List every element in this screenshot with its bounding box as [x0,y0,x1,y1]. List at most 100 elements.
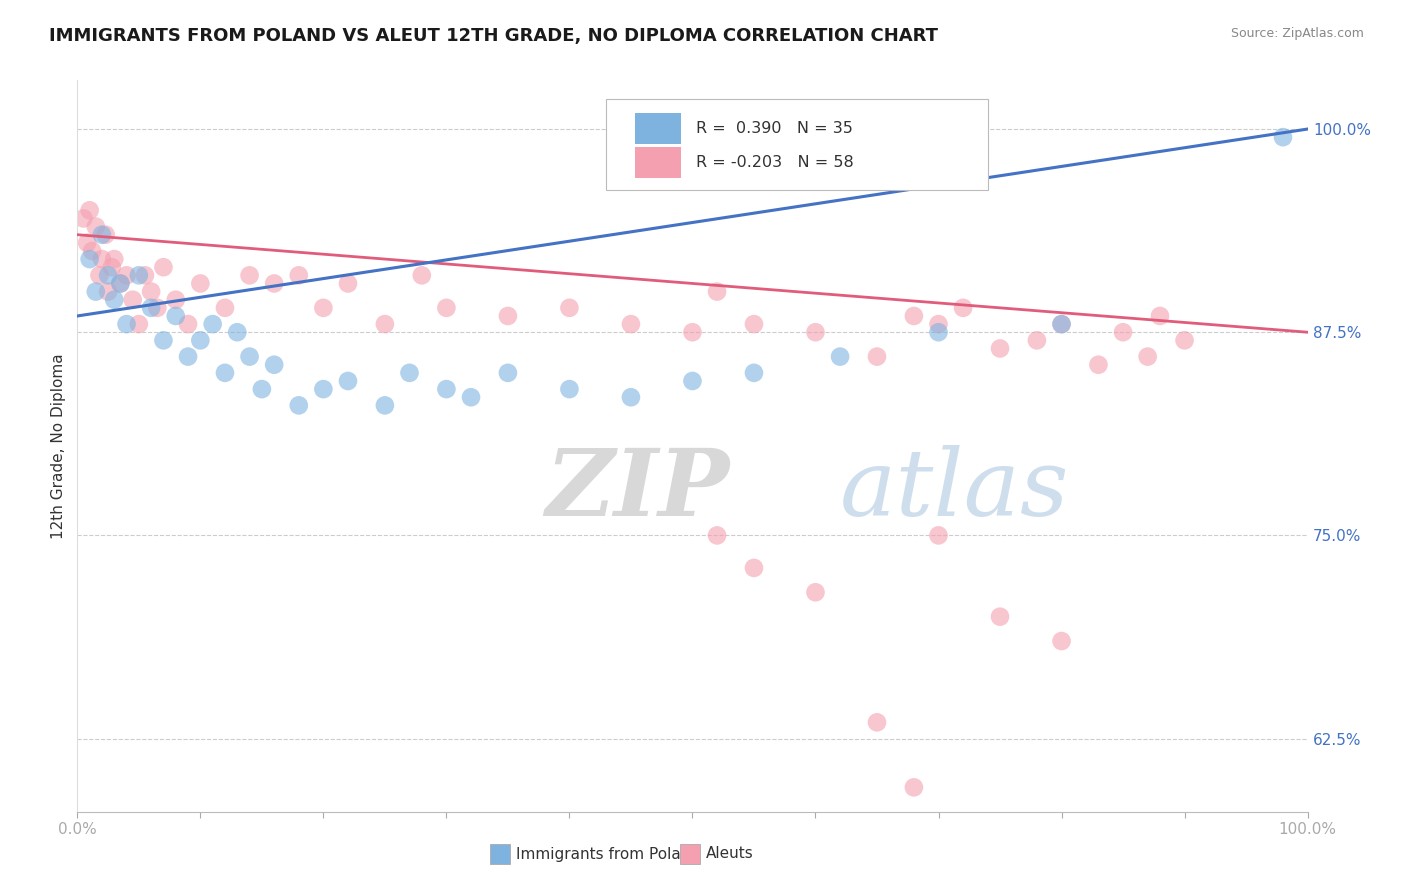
Bar [681,844,700,864]
Point [146,301,169,315]
Point [928,528,950,542]
Point [952,301,974,315]
Point [903,780,925,795]
Point [90,227,114,242]
Point [398,366,420,380]
Point [165,309,187,323]
Point [152,260,174,275]
Point [76,235,98,250]
Point [84,219,107,234]
Point [742,561,765,575]
Point [436,382,458,396]
Point [110,277,132,291]
Point [742,366,765,380]
Text: ZIP: ZIP [546,445,730,535]
Point [988,609,1011,624]
Point [558,301,581,315]
Point [79,203,101,218]
Point [141,285,163,299]
Point [742,317,765,331]
Point [903,309,925,323]
Point [115,268,138,283]
Point [706,285,728,299]
Point [128,268,150,283]
Point [988,342,1011,356]
Point [1087,358,1109,372]
Point [1149,309,1171,323]
Point [263,277,285,291]
Point [94,227,117,242]
Bar [491,844,510,864]
Point [288,268,311,283]
Point [79,252,101,266]
Y-axis label: 12th Grade, No Diploma: 12th Grade, No Diploma [51,353,66,539]
Point [1136,350,1159,364]
Point [1050,634,1073,648]
Point [411,268,433,283]
Point [239,268,262,283]
Point [188,277,212,291]
Point [115,317,138,331]
Point [682,325,704,339]
Text: Aleuts: Aleuts [706,847,754,862]
Point [201,317,224,331]
Point [804,325,827,339]
Point [89,268,111,283]
Point [103,293,125,307]
Point [177,317,200,331]
Text: Source: ZipAtlas.com: Source: ZipAtlas.com [1230,27,1364,40]
Point [177,350,200,364]
Point [165,293,187,307]
Point [866,350,889,364]
Point [620,390,643,404]
Point [128,317,150,331]
Point [1112,325,1135,339]
Point [682,374,704,388]
Text: atlas: atlas [841,445,1070,535]
Point [496,366,519,380]
Text: R =  0.390   N = 35: R = 0.390 N = 35 [696,121,853,136]
Point [558,382,581,396]
Point [141,301,163,315]
Point [1050,317,1073,331]
Point [928,325,950,339]
Point [134,268,156,283]
Point [337,277,360,291]
Point [312,301,335,315]
Text: Immigrants from Poland: Immigrants from Poland [516,847,700,862]
Point [337,374,360,388]
Point [374,317,396,331]
Point [804,585,827,599]
Point [82,244,104,258]
Point [460,390,482,404]
Point [436,301,458,315]
Text: R = -0.203   N = 58: R = -0.203 N = 58 [696,154,853,169]
Point [84,285,107,299]
Point [97,285,120,299]
Point [830,350,852,364]
Point [214,301,236,315]
Point [1174,334,1197,348]
Point [101,260,124,275]
Point [121,293,143,307]
Point [110,277,132,291]
Point [226,325,249,339]
Point [72,211,94,226]
Point [214,366,236,380]
Point [1272,130,1295,145]
Point [1026,334,1049,348]
Point [374,398,396,412]
Point [620,317,643,331]
Bar [634,113,682,144]
Point [90,252,114,266]
Point [97,268,120,283]
Bar [634,147,682,178]
Point [188,334,212,348]
Point [706,528,728,542]
Point [1050,317,1073,331]
Text: IMMIGRANTS FROM POLAND VS ALEUT 12TH GRADE, NO DIPLOMA CORRELATION CHART: IMMIGRANTS FROM POLAND VS ALEUT 12TH GRA… [49,27,938,45]
Point [239,350,262,364]
Point [103,252,125,266]
Point [250,382,273,396]
Point [866,715,889,730]
